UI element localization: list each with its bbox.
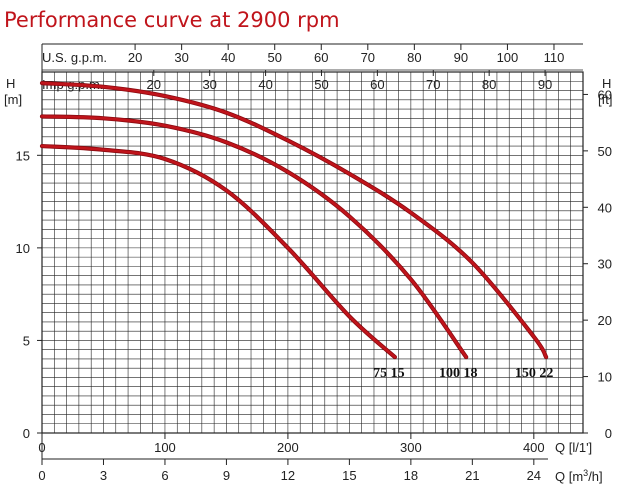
y2-tick-label: 30: [598, 257, 612, 272]
imp-gpm-tick-label: 70: [426, 77, 440, 92]
us-gpm-tick-label: 80: [407, 50, 421, 65]
y-tick-label: 0: [23, 426, 30, 441]
curve-shadow-75-15: [39, 143, 397, 360]
us-gpm-tick-label: 90: [454, 50, 468, 65]
imp-gpm-tick-label: 90: [538, 77, 552, 92]
x2-tick-label: 3: [100, 468, 107, 483]
imp-gpm-tick-label: 20: [147, 77, 161, 92]
us-gpm-tick-label: 30: [174, 50, 188, 65]
imp-gpm-tick-label: 50: [314, 77, 328, 92]
curve-shadow-100-18: [39, 114, 469, 360]
curve-75-15: [40, 144, 397, 359]
x2-tick-label: 15: [342, 468, 356, 483]
imp-gpm-tick-label: 40: [258, 77, 272, 92]
y2-tick-label: 60: [598, 87, 612, 102]
y2-tick-label: 0: [605, 426, 612, 441]
x2-tick-label: 0: [38, 468, 45, 483]
x-axis-label: Q [l/1']: [555, 440, 592, 455]
curve-label-75-15: 75 15: [373, 366, 405, 381]
y2-tick-label: 50: [598, 144, 612, 159]
x2-tick-label: 24: [527, 468, 541, 483]
curves: 75 15 100 18 150 22: [39, 81, 554, 381]
x-tick-label: 100: [154, 440, 176, 455]
imp-gpm-tick-label: 60: [370, 77, 384, 92]
x2-tick-label: 6: [161, 468, 168, 483]
y2-tick-label: 40: [598, 200, 612, 215]
x-axis-secondary-label: Q [m3/h]: [555, 468, 603, 484]
x2-tick-label: 12: [281, 468, 295, 483]
curve-label-100-18: 100 18: [439, 366, 478, 381]
x-tick-label: 200: [277, 440, 299, 455]
us-gpm-tick-label: 20: [128, 50, 142, 65]
us-gpm-tick-label: 100: [497, 50, 519, 65]
us-gpm-tick-label: 110: [544, 50, 565, 65]
us-gpm-tick-label: 50: [267, 50, 281, 65]
y-tick-label: 5: [23, 333, 30, 348]
x-tick-label: 400: [523, 440, 545, 455]
y-tick-label: 10: [16, 241, 30, 256]
x2-tick-label: 21: [465, 468, 479, 483]
imp-gpm-tick-label: 80: [482, 77, 496, 92]
y2-tick-label: 20: [598, 313, 612, 328]
x-tick-label: 300: [400, 440, 422, 455]
y-tick-label: 15: [16, 148, 30, 163]
x2-tick-label: 9: [223, 468, 230, 483]
curve-100-18: [40, 115, 468, 359]
plot-frame: [41, 71, 584, 434]
y2-tick-label: 10: [598, 370, 612, 385]
chart-grid: [41, 43, 584, 460]
curve-150-22: [40, 81, 548, 359]
x2-tick-label: 18: [404, 468, 418, 483]
us-gpm-tick-label: 40: [221, 50, 235, 65]
y-axis-label-right: H: [602, 76, 611, 91]
x-tick-label: 0: [38, 440, 45, 455]
curve-label-150-22: 150 22: [515, 366, 554, 381]
top-us-axis-label: U.S. g.p.m.: [42, 50, 107, 65]
chart-title: Performance curve at 2900 rpm: [4, 8, 340, 32]
us-gpm-tick-label: 70: [361, 50, 375, 65]
y-axis-unit-right: [ft]: [598, 92, 612, 107]
y-axis-label-left: H: [6, 76, 15, 91]
y-axis-unit-left: [m]: [4, 92, 22, 107]
imp-gpm-tick-label: 30: [202, 77, 216, 92]
us-gpm-tick-label: 60: [314, 50, 328, 65]
